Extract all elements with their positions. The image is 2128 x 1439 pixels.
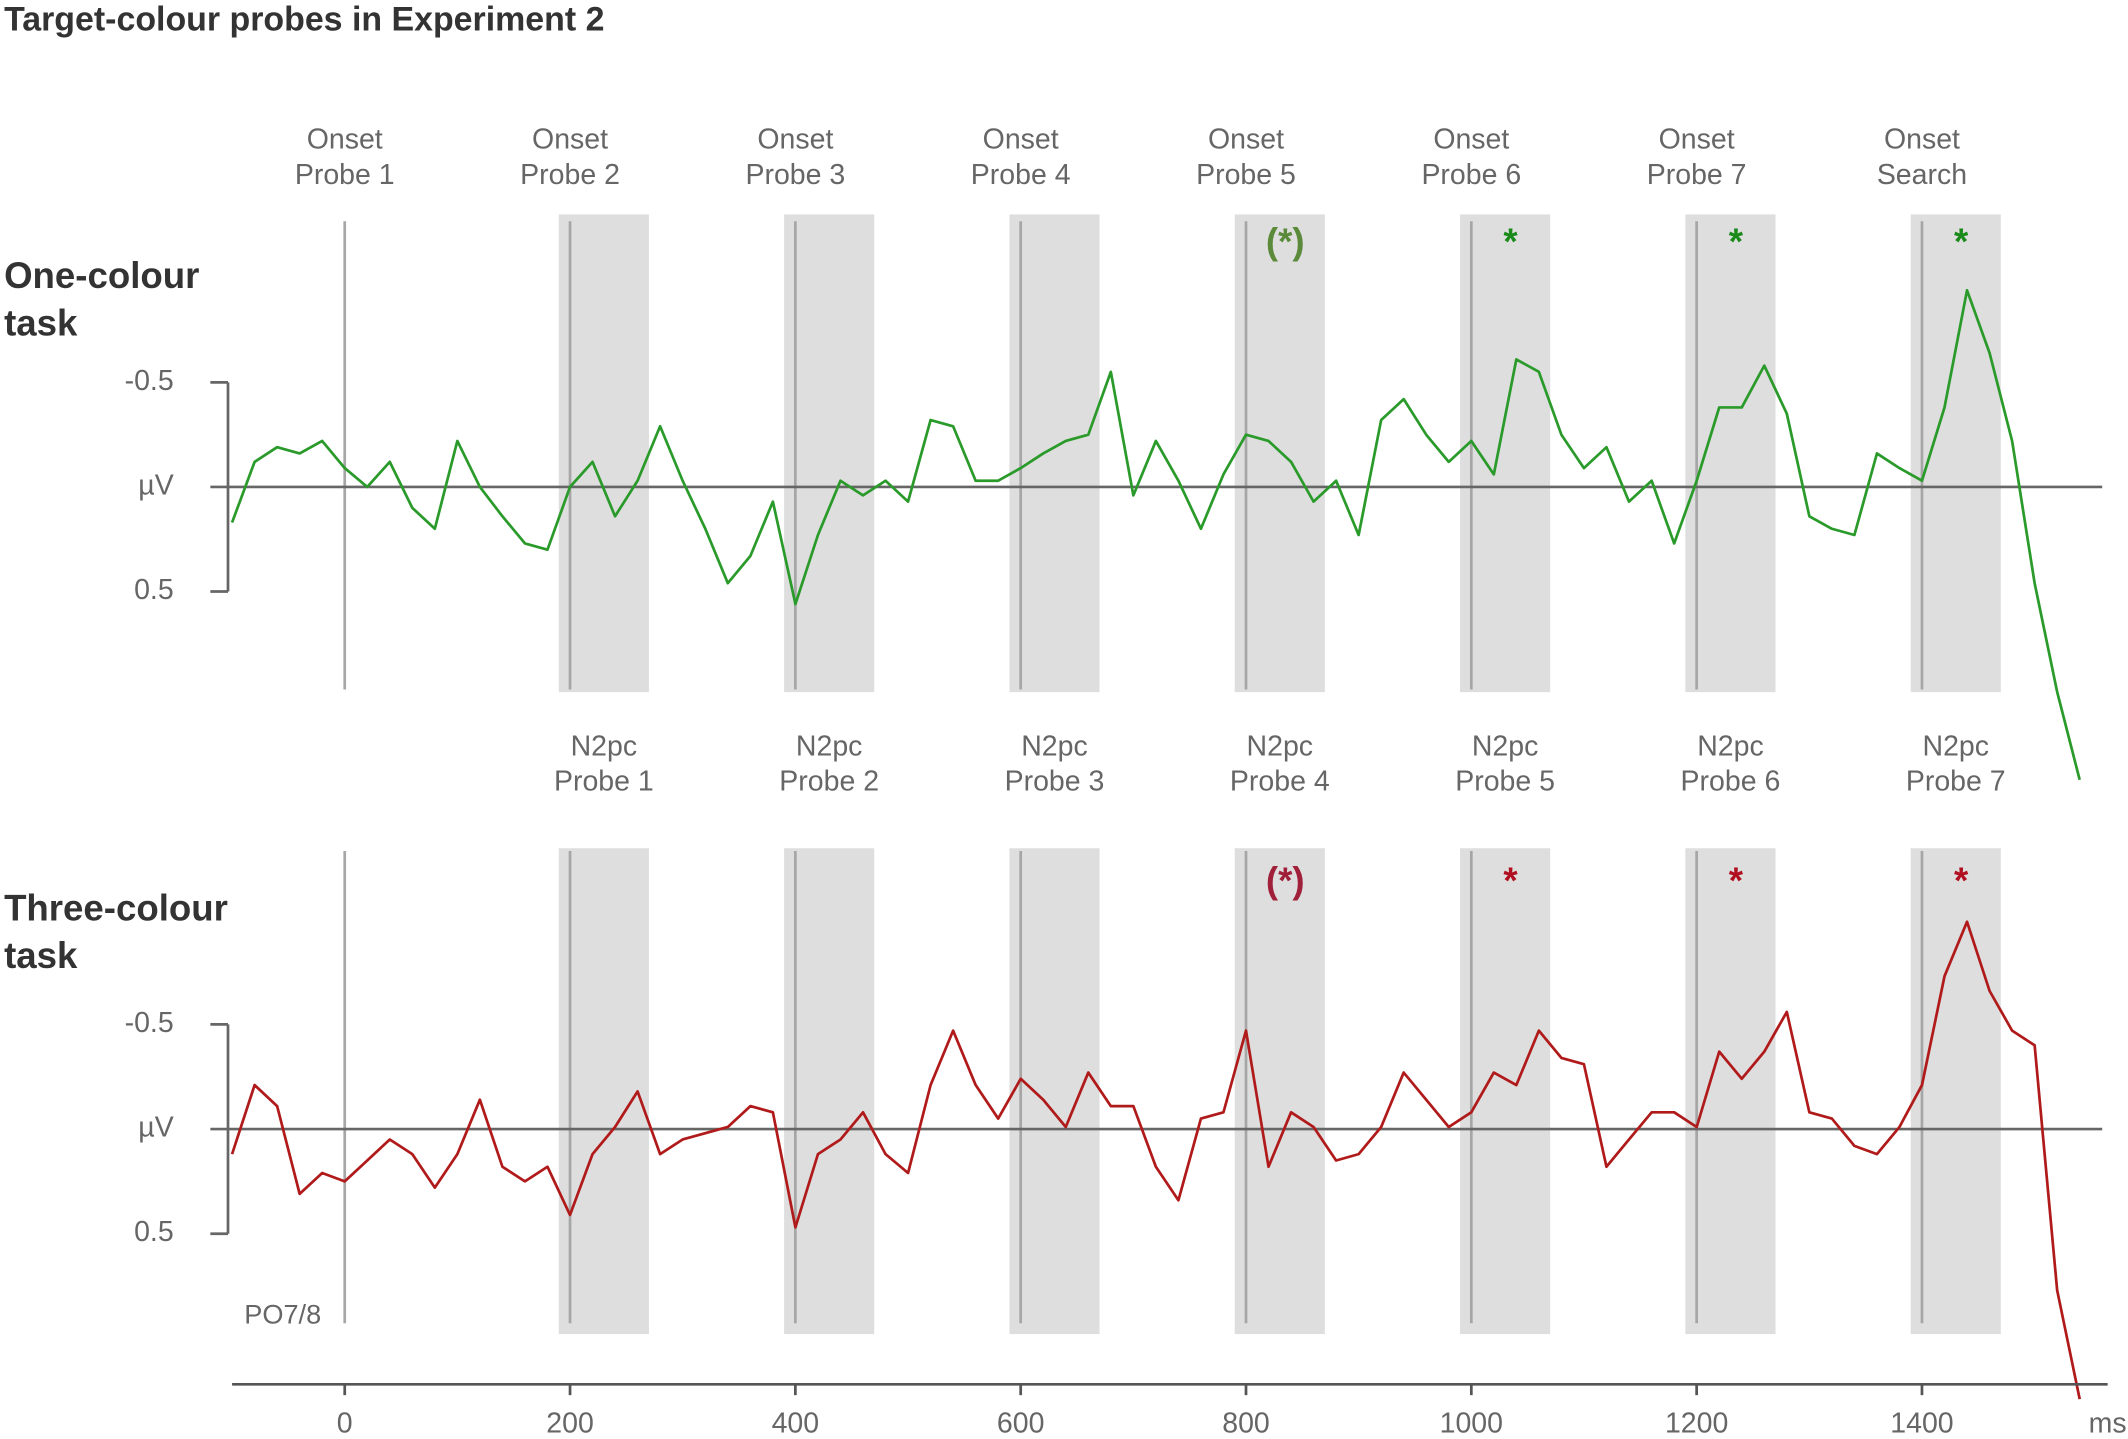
row-label: One-colour	[4, 255, 199, 296]
event-label: Probe 7	[1906, 766, 2006, 798]
event-label: Onset	[1208, 124, 1284, 156]
x-tick-label: 800	[1222, 1408, 1270, 1439]
event-label: Onset	[1659, 124, 1735, 156]
time-window	[1234, 848, 1325, 1335]
x-tick-label: 400	[772, 1408, 820, 1439]
x-tick-label: 1000	[1440, 1408, 1503, 1439]
event-label: Probe 1	[295, 159, 395, 191]
event-label: Probe 2	[779, 766, 879, 798]
event-label: Probe 6	[1681, 766, 1781, 798]
significance-marker: *	[1729, 221, 1744, 262]
event-label: Onset	[307, 124, 383, 156]
x-tick-label: 1400	[1890, 1408, 1953, 1439]
row-label: task	[4, 302, 78, 343]
event-label: Probe 5	[1455, 766, 1555, 798]
x-axis-label: ms	[2089, 1408, 2127, 1439]
event-label: N2pc	[1697, 730, 1764, 762]
y-tick-label: µV	[138, 469, 173, 501]
event-label: Onset	[983, 124, 1059, 156]
event-label: Onset	[532, 124, 608, 156]
significance-marker: *	[1954, 860, 1969, 901]
erp-waveform	[230, 288, 2082, 781]
significance-marker: (*)	[1266, 860, 1305, 901]
time-window	[1009, 214, 1100, 693]
event-label: Search	[1877, 159, 1967, 191]
significance-marker: *	[1954, 221, 1969, 262]
event-label: N2pc	[796, 730, 863, 762]
significance-marker: *	[1503, 221, 1518, 262]
time-window	[784, 848, 875, 1335]
time-window	[558, 848, 649, 1335]
event-label: N2pc	[571, 730, 638, 762]
event-label: Onset	[1884, 124, 1960, 156]
significance-marker: *	[1729, 860, 1744, 901]
event-label: Probe 5	[1196, 159, 1296, 191]
event-label: Probe 3	[1005, 766, 1105, 798]
event-label: Probe 2	[520, 159, 620, 191]
figure-title: Target-colour probes in Experiment 2	[4, 1, 604, 39]
event-label: Probe 3	[745, 159, 845, 191]
time-window	[1234, 214, 1325, 693]
y-tick-label: -0.5	[125, 1007, 174, 1039]
event-label: N2pc	[1923, 730, 1990, 762]
event-label: Probe 1	[554, 766, 654, 798]
x-tick-label: 0	[337, 1408, 353, 1439]
time-window	[1910, 214, 2001, 693]
event-label: Probe 7	[1647, 159, 1747, 191]
significance-marker: (*)	[1266, 221, 1305, 262]
time-window	[558, 214, 649, 693]
y-tick-label: 0.5	[134, 1216, 174, 1248]
time-window	[1460, 214, 1551, 693]
time-window	[1685, 214, 1776, 693]
event-label: Probe 4	[971, 159, 1071, 191]
time-window	[1460, 848, 1551, 1335]
event-label: Probe 6	[1421, 159, 1521, 191]
event-label: Probe 4	[1230, 766, 1330, 798]
x-tick-label: 600	[997, 1408, 1045, 1439]
channel-label: PO7/8	[244, 1299, 321, 1330]
y-tick-label: µV	[138, 1112, 173, 1144]
event-label: N2pc	[1472, 730, 1539, 762]
row-label: Three-colour	[4, 887, 228, 928]
event-label: Onset	[757, 124, 833, 156]
x-tick-label: 1200	[1665, 1408, 1728, 1439]
event-label: Onset	[1433, 124, 1509, 156]
event-label: N2pc	[1021, 730, 1087, 762]
significance-marker: *	[1503, 860, 1518, 901]
x-tick-label: 200	[546, 1408, 594, 1439]
time-window	[1685, 848, 1776, 1335]
row-label: task	[4, 935, 78, 976]
erp-waveform	[230, 920, 2082, 1400]
event-label: N2pc	[1247, 730, 1314, 762]
time-window	[1009, 848, 1100, 1335]
time-window	[1910, 848, 2001, 1335]
y-tick-label: 0.5	[134, 574, 174, 606]
time-window	[784, 214, 875, 693]
y-tick-label: -0.5	[125, 365, 174, 397]
